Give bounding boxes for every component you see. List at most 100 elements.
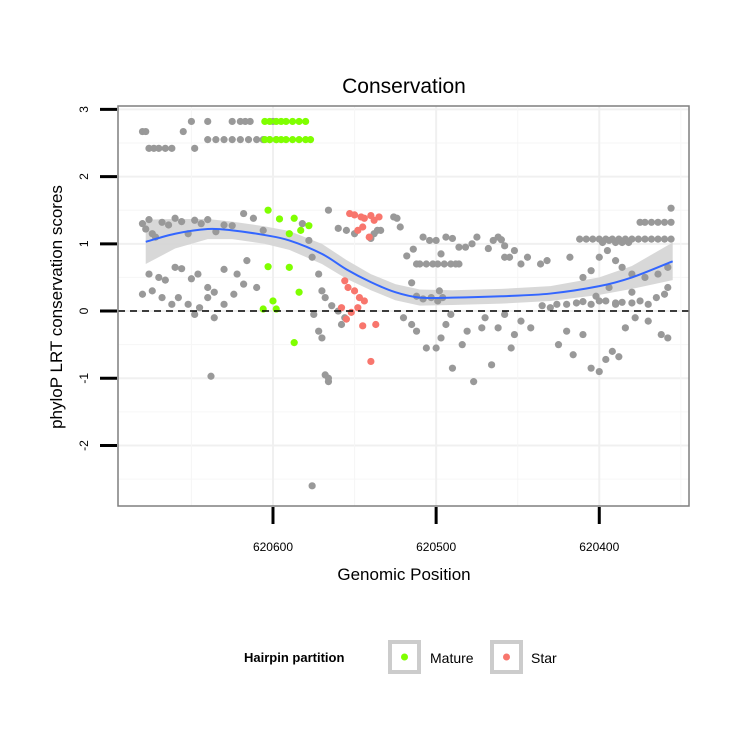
y-tick-label: -1	[77, 373, 91, 384]
point-mature	[282, 117, 290, 126]
point-other	[145, 270, 153, 278]
point-other	[652, 293, 660, 302]
point-other	[210, 288, 218, 296]
point-other	[634, 235, 643, 243]
point-other	[393, 214, 401, 222]
point-other	[161, 144, 169, 152]
point-other	[158, 218, 166, 226]
point-other	[641, 218, 649, 226]
point-other	[315, 327, 323, 335]
point-other	[497, 236, 505, 244]
point-other	[243, 257, 251, 265]
point-other	[228, 222, 236, 230]
point-other	[236, 136, 244, 144]
point-mature	[306, 136, 315, 144]
point-star	[365, 233, 373, 241]
point-other	[598, 238, 607, 247]
point-mature	[269, 297, 277, 305]
point-other	[536, 260, 545, 268]
point-star	[354, 304, 362, 312]
point-other	[324, 206, 333, 214]
point-other	[667, 218, 675, 226]
point-other	[328, 302, 336, 310]
point-other	[168, 300, 176, 308]
point-other	[426, 236, 434, 245]
point-other	[435, 287, 443, 295]
point-other	[228, 136, 236, 144]
point-other	[161, 276, 169, 284]
point-other	[148, 287, 156, 295]
point-star	[375, 213, 383, 221]
point-other	[660, 218, 669, 226]
legend-label-star: Star	[531, 650, 557, 666]
point-other	[308, 253, 316, 261]
point-other	[178, 218, 186, 226]
point-other	[399, 314, 408, 322]
point-other	[437, 334, 445, 342]
point-other	[505, 253, 514, 261]
point-other	[164, 221, 173, 229]
point-star	[360, 297, 368, 305]
point-other	[517, 317, 525, 325]
point-other	[412, 327, 421, 335]
point-star	[350, 211, 359, 219]
smooth-band	[145, 218, 673, 306]
point-other	[178, 265, 186, 273]
point-other	[621, 324, 629, 332]
point-other	[543, 257, 551, 265]
point-other	[628, 299, 636, 307]
point-other	[145, 216, 153, 224]
point-other	[572, 299, 581, 307]
point-other	[171, 263, 179, 271]
y-tick-label: 3	[77, 106, 91, 113]
point-other	[174, 293, 182, 302]
point-other	[579, 273, 587, 282]
point-other	[432, 236, 440, 245]
point-other	[337, 320, 346, 329]
point-other	[155, 144, 163, 152]
point-other	[644, 300, 652, 308]
y-axis-title: phyloP LRT conservation scores	[47, 185, 66, 429]
point-other	[628, 288, 636, 296]
point-star	[367, 357, 375, 366]
point-other	[240, 280, 248, 288]
point-other	[197, 220, 205, 228]
legend-swatch-star	[503, 653, 510, 661]
point-star	[354, 226, 362, 234]
point-other	[664, 334, 672, 342]
point-other	[204, 117, 212, 126]
point-other	[318, 287, 326, 295]
point-other	[602, 355, 610, 364]
point-other	[569, 351, 577, 359]
point-mature	[282, 136, 290, 144]
point-other	[611, 238, 620, 247]
point-other	[605, 236, 613, 245]
x-tick-label: 620600	[253, 540, 293, 554]
point-other	[463, 327, 471, 335]
point-other	[611, 299, 620, 307]
point-mature	[302, 117, 310, 126]
point-other	[589, 235, 597, 243]
point-other	[527, 324, 535, 332]
point-mature	[266, 136, 274, 144]
point-other	[660, 235, 669, 243]
point-other	[587, 364, 595, 372]
point-other	[230, 290, 238, 298]
point-other	[448, 364, 457, 372]
point-star	[360, 214, 368, 222]
point-star	[359, 322, 367, 330]
point-other	[233, 270, 241, 278]
point-other	[448, 234, 457, 243]
point-other	[310, 310, 318, 319]
point-mature	[275, 215, 284, 223]
point-other	[207, 372, 215, 380]
point-other	[298, 220, 306, 228]
point-mature	[305, 222, 313, 230]
point-other	[553, 300, 561, 308]
point-other	[538, 302, 546, 310]
point-other	[455, 243, 463, 251]
point-other	[244, 136, 253, 144]
y-tick-label: -2	[77, 440, 91, 451]
point-star	[350, 287, 359, 295]
point-other	[664, 263, 672, 271]
